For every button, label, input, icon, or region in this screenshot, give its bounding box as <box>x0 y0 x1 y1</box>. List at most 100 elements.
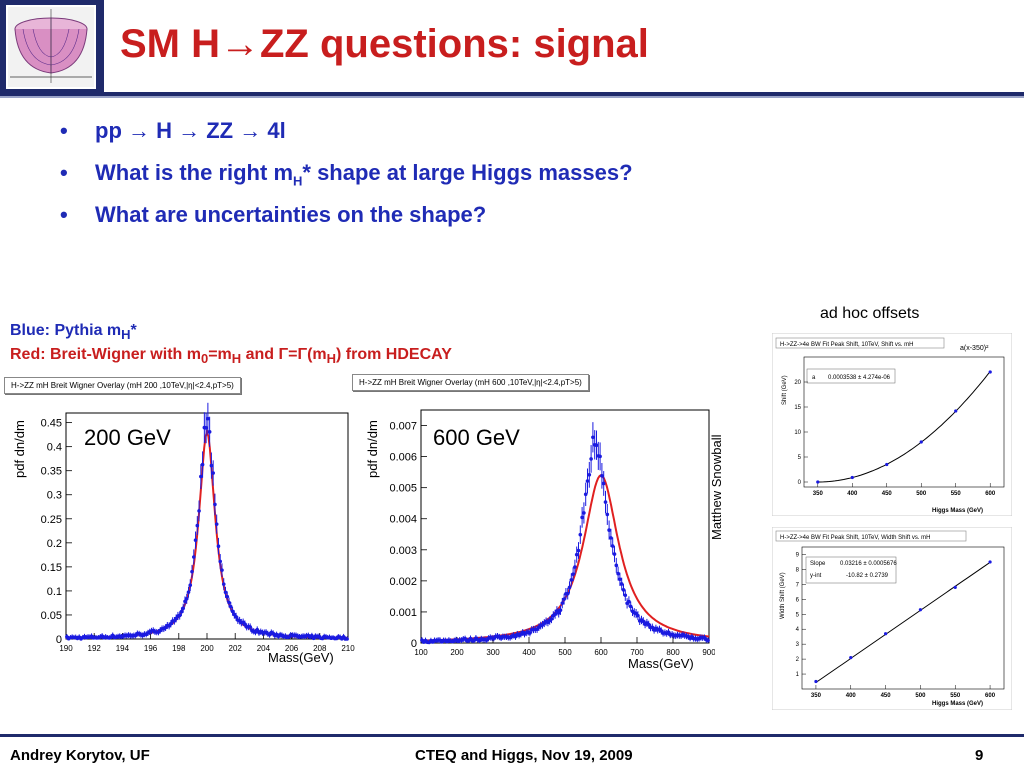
bullet-text: What are uncertainties on the shape? <box>95 202 487 227</box>
data-point <box>191 555 196 559</box>
x-tick-label: 200 <box>450 648 464 657</box>
data-point <box>345 637 349 641</box>
y-tick-label: 0 <box>56 634 62 646</box>
x-tick-label: 190 <box>59 644 73 653</box>
data-point <box>558 608 563 612</box>
logo-frame <box>0 0 104 96</box>
data-point <box>589 457 593 461</box>
data-point <box>619 582 624 586</box>
x-tick-label: 600 <box>985 693 996 699</box>
width-plot-title: H->ZZ->4e BW Fit Peak Shift, 10TeV, Widt… <box>780 535 931 541</box>
y-tick-label: 0.05 <box>41 610 62 622</box>
fit-line <box>815 561 991 683</box>
data-point <box>988 370 992 374</box>
width-yint-value: -10.82 ± 0.2739 <box>846 573 889 579</box>
title-underline <box>104 92 1024 96</box>
plot200-chart: 190 192 194 196 198 200 202 204 206 208 210 0 0.05 0.… <box>41 402 355 653</box>
footer-page-number: 9 <box>975 747 984 764</box>
footer-bar <box>0 734 1024 768</box>
data-point <box>221 582 226 586</box>
bullet-text: pp → H → ZZ → 4l <box>95 118 286 143</box>
x-tick-label: 500 <box>558 648 572 657</box>
data-point <box>885 462 889 467</box>
x-tick-label: 600 <box>594 648 608 657</box>
legend-red: Red: Breit-Wigner with m0=mH and Γ=Γ(mH)… <box>10 346 452 367</box>
x-tick-label: 202 <box>229 644 243 653</box>
width-xlabel: Higgs Mass (GeV) <box>932 701 983 707</box>
data-point <box>204 426 208 430</box>
width-slope-label: Slope <box>810 561 826 567</box>
data-point <box>567 585 572 590</box>
data-point <box>188 583 193 587</box>
y-tick-label: 0.005 <box>389 483 417 495</box>
y-tick-label: 0.15 <box>41 562 62 574</box>
x-tick-label: 600 <box>985 491 996 497</box>
data-point <box>605 512 610 517</box>
bullet-dot: • <box>60 160 68 185</box>
y-tick-label: 0.007 <box>389 421 417 433</box>
higgs-potential-icon <box>6 5 96 89</box>
y-tick-label: 0.1 <box>47 586 62 598</box>
plot200-xlabel: Mass(GeV) <box>268 650 334 665</box>
data-point <box>195 523 200 528</box>
data-point <box>209 463 214 468</box>
data-point <box>609 536 613 540</box>
y-tick-label: 8 <box>796 567 800 573</box>
y-tick-label: 20 <box>794 380 801 386</box>
data-point <box>571 572 575 577</box>
x-tick-label: 400 <box>522 648 536 657</box>
y-tick-label: 4 <box>796 627 800 633</box>
x-tick-label: 700 <box>630 648 644 657</box>
plot600-mass-label: 600 GeV <box>433 425 520 451</box>
data-point <box>601 481 606 486</box>
data-point <box>600 474 604 478</box>
y-tick-label: 0.25 <box>41 514 62 526</box>
data-point <box>227 600 231 605</box>
data-point <box>706 638 710 643</box>
width-ylabel: Width Shift (GeV) <box>780 572 786 619</box>
data-point <box>578 532 583 537</box>
bullet-text: What is the right mH* shape at large Hig… <box>95 160 633 189</box>
data-point <box>230 609 235 614</box>
x-tick-label: 450 <box>882 491 893 497</box>
y-tick-label: 0.004 <box>389 514 417 526</box>
data-point <box>954 409 958 413</box>
data-point <box>814 679 818 684</box>
fit-line <box>817 371 991 483</box>
width-yint-label: y-int <box>810 573 822 579</box>
data-point <box>560 601 565 605</box>
data-point <box>650 625 655 630</box>
x-tick-label: 550 <box>950 693 961 699</box>
data-point <box>556 611 561 615</box>
x-tick-label: 206 <box>285 644 299 653</box>
data-point <box>666 630 671 635</box>
data-point <box>587 472 592 477</box>
data-point <box>585 479 590 483</box>
data-point <box>621 588 626 592</box>
y-tick-label: 9 <box>796 552 800 558</box>
data-point <box>186 590 191 594</box>
shift-xlabel: Higgs Mass (GeV) <box>932 508 983 514</box>
data-point <box>636 613 640 618</box>
y-tick-label: 0.003 <box>389 545 417 557</box>
data-point <box>628 604 633 609</box>
data-point <box>562 597 566 601</box>
data-point <box>207 430 212 434</box>
y-tick-label: 0.001 <box>389 607 417 619</box>
y-tick-label: 0.4 <box>47 442 62 454</box>
y-tick-label: 5 <box>796 612 800 618</box>
data-point <box>569 578 574 582</box>
x-tick-label: 800 <box>666 648 680 657</box>
data-point <box>184 597 189 601</box>
data-point <box>243 622 247 626</box>
data-point <box>603 500 608 504</box>
adhoc-label: ad hoc offsets <box>820 305 920 322</box>
data-point <box>614 563 619 568</box>
x-tick-label: 192 <box>88 644 102 653</box>
x-tick-label: 208 <box>313 644 327 653</box>
data-point <box>816 480 820 484</box>
x-tick-label: 210 <box>341 644 355 653</box>
data-point <box>580 515 584 520</box>
data-point <box>582 511 586 515</box>
x-tick-label: 350 <box>813 491 824 497</box>
